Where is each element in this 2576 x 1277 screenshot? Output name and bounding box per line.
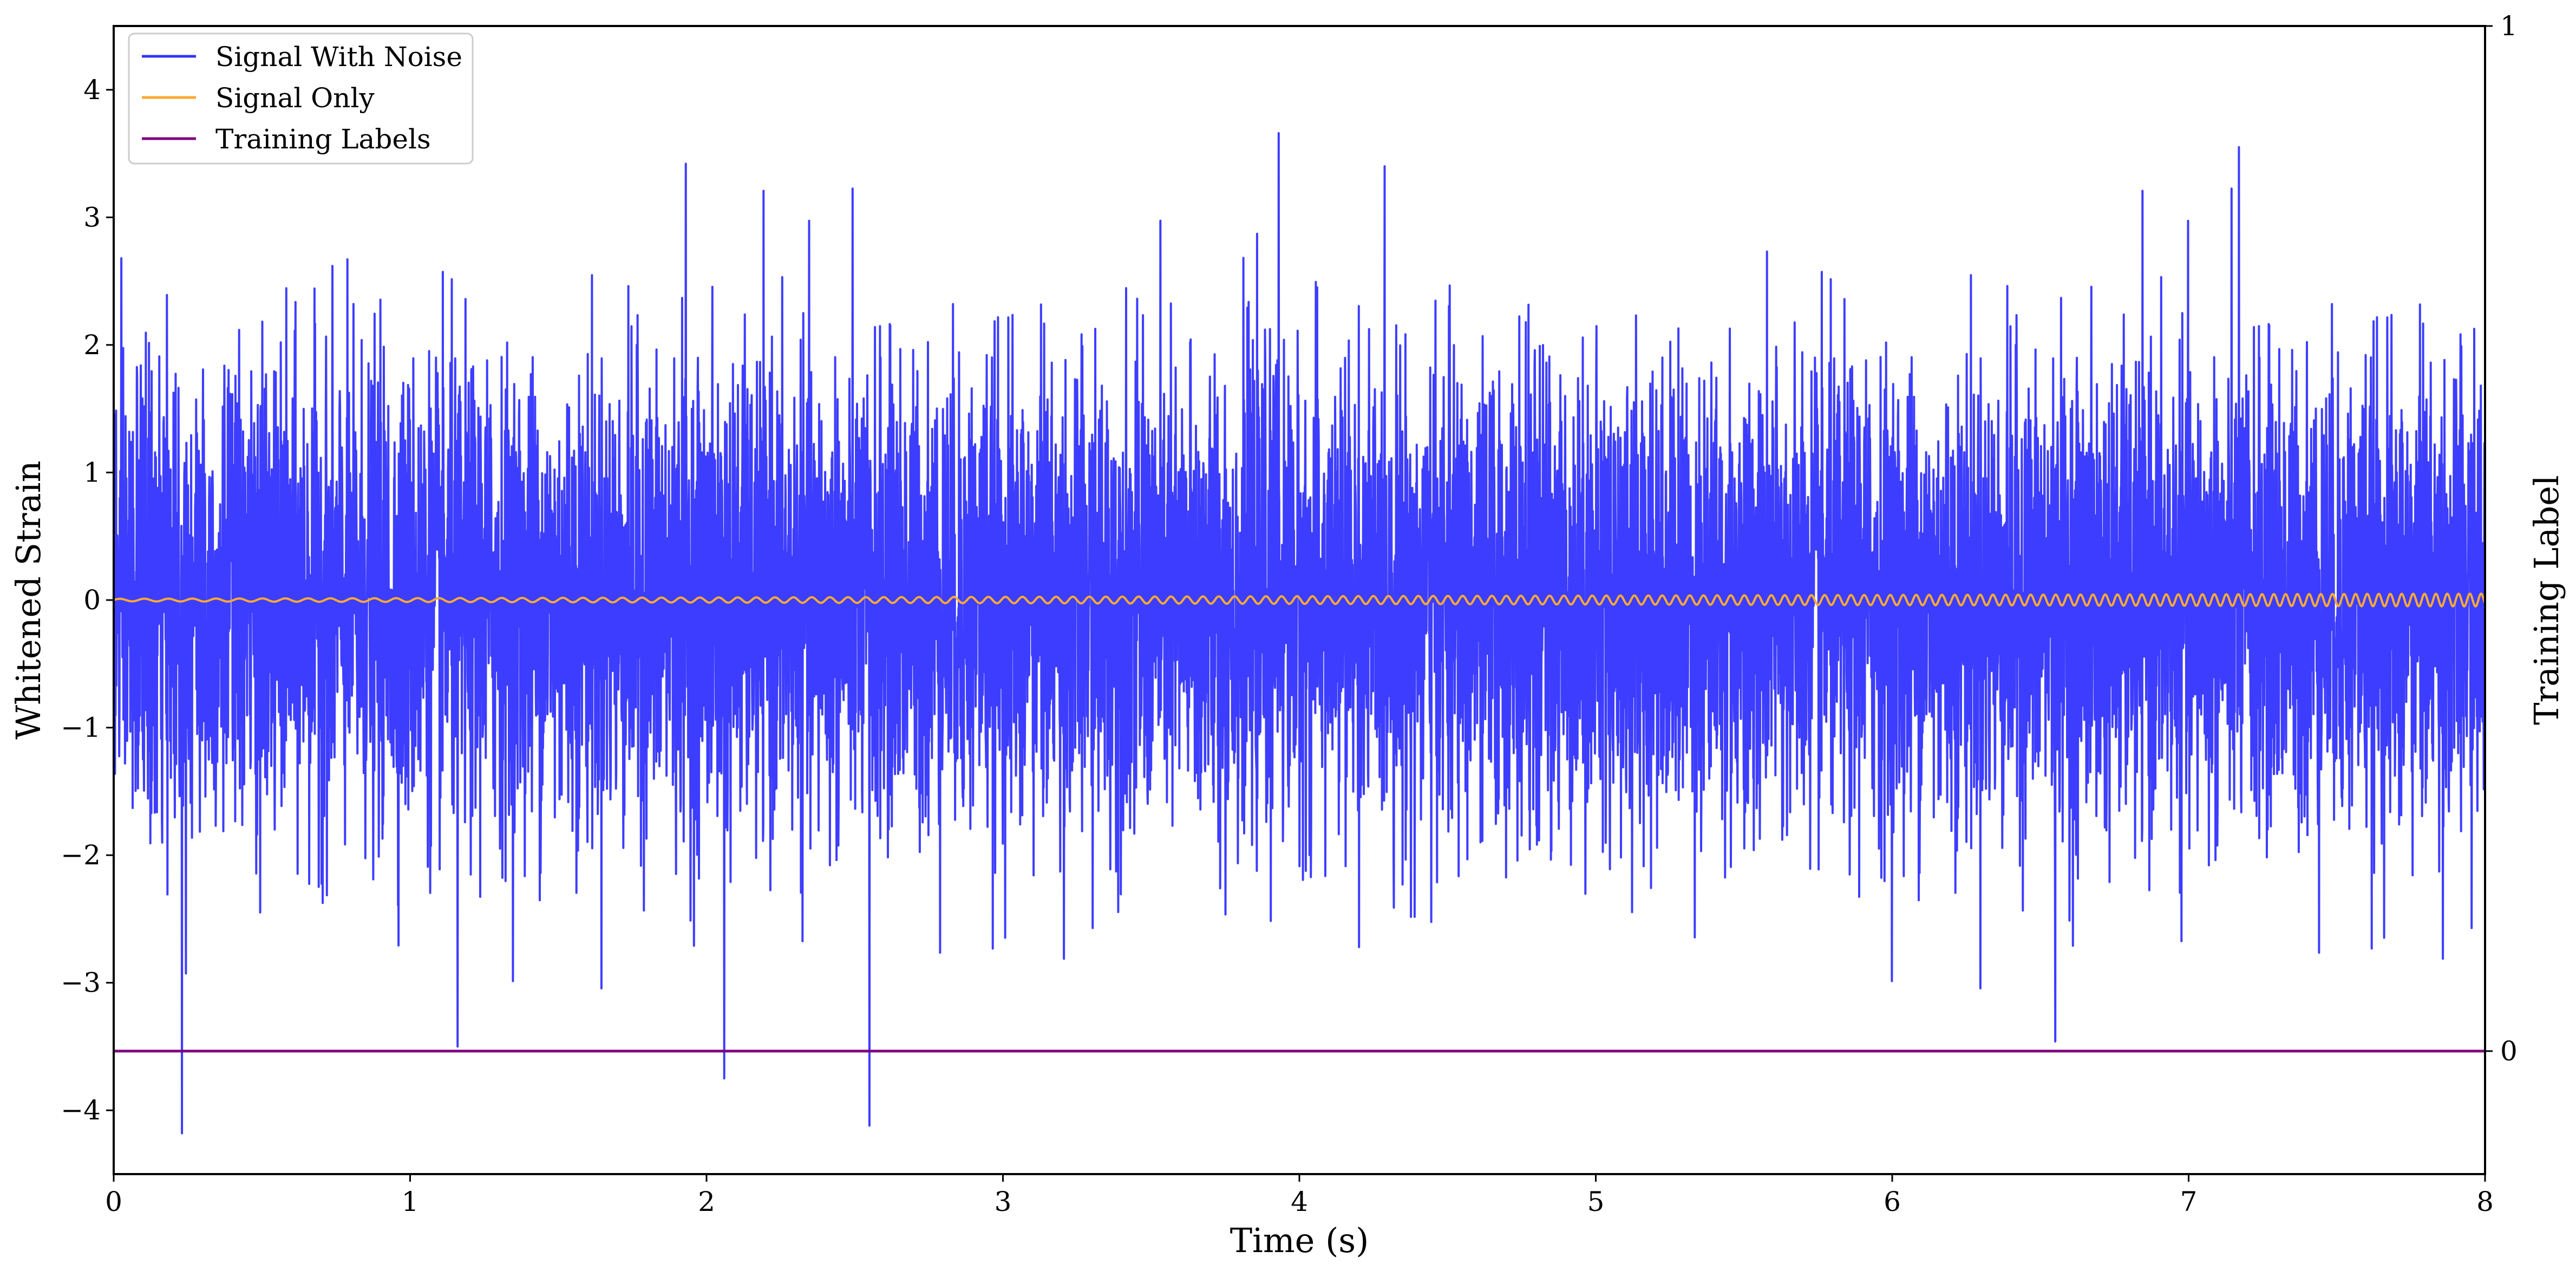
y-tick-label: 1 (83, 457, 101, 488)
series-signal-only (114, 592, 2485, 608)
y-tick-label: 0 (83, 584, 101, 616)
legend-label-signal-with-noise: Signal With Noise (215, 41, 462, 73)
y-tick-label: −4 (61, 1094, 101, 1126)
y2-tick-label: 0 (2500, 1035, 2518, 1067)
x-tick-label: 1 (402, 1186, 419, 1217)
y-axis-label: Whitened Strain (9, 461, 48, 740)
y-tick-label: 2 (83, 329, 101, 361)
legend: Signal With Noise Signal Only Training L… (128, 32, 474, 165)
series-layer (114, 132, 2485, 1135)
x-tick-label: 2 (698, 1186, 715, 1217)
y2-axis-label: Training Label (2527, 475, 2566, 725)
x-tick-label: 6 (1884, 1186, 1901, 1217)
x-axis-label: Time (s) (1230, 1221, 1369, 1260)
x-tick-label: 7 (2180, 1186, 2198, 1217)
x-tick-label: 4 (1291, 1186, 1308, 1217)
legend-label-signal-only: Signal Only (215, 82, 375, 114)
y-tick-label: −1 (61, 712, 101, 744)
y2-tick-label: 1 (2500, 10, 2518, 42)
x-tick-label: 0 (105, 1186, 122, 1217)
series-signal-with-noise (114, 132, 2485, 1135)
legend-label-training-labels: Training Labels (215, 123, 431, 155)
x-tick-label: 8 (2476, 1186, 2494, 1217)
y-tick-label: −3 (61, 967, 101, 999)
x-tick-label: 5 (1587, 1186, 1605, 1217)
y-tick-label: 4 (83, 74, 101, 106)
legend-box (128, 32, 474, 165)
y-tick-label: 3 (83, 201, 101, 233)
y-tick-label: −2 (61, 839, 101, 871)
x-tick-label: 3 (995, 1186, 1012, 1217)
ticks-layer: 0 1 2 3 4 5 6 7 8 −4 −3 −2 −1 0 1 2 3 4 0 1 (61, 10, 2518, 1217)
